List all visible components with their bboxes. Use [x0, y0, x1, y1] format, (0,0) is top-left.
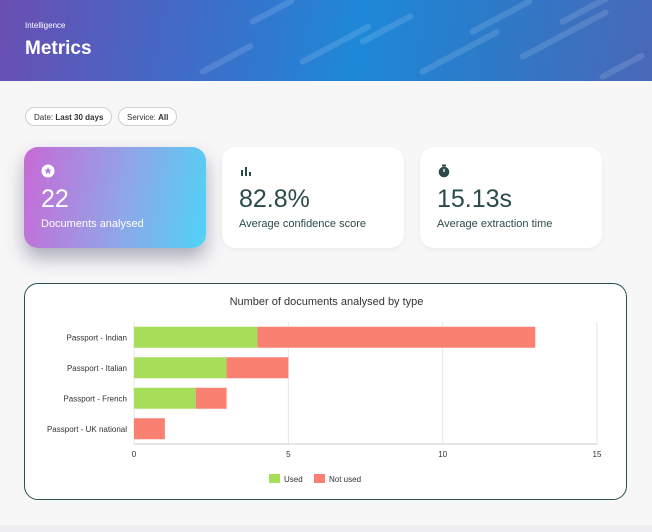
stat-label: Average confidence score: [239, 218, 366, 230]
bar-chart-icon: [241, 167, 251, 176]
stopwatch-icon: [438, 164, 450, 178]
service-filter-label: Service:: [127, 113, 156, 122]
category-label: Passport - Italian: [67, 364, 127, 373]
service-filter-value: All: [158, 113, 169, 122]
page-header: Intelligence Metrics: [0, 0, 652, 81]
legend-label: Used: [284, 475, 303, 484]
bar-used: [134, 387, 196, 409]
x-tick-label: 15: [593, 450, 602, 459]
section-eyebrow: Intelligence: [25, 21, 66, 30]
bar-not-used: [257, 326, 536, 348]
bar-used: [134, 357, 227, 379]
star-circle-icon: [41, 164, 55, 178]
documents-by-type-chart: Number of documents analysed by type 0 5 1…: [24, 283, 627, 500]
category-label: Passport - UK national: [47, 425, 127, 434]
category-label: Passport - French: [63, 394, 127, 403]
date-filter-label: Date:: [34, 113, 54, 122]
x-tick-label: 0: [132, 450, 137, 459]
bar-used: [134, 326, 258, 348]
legend-label: Not used: [329, 475, 361, 484]
stat-card-confidence: 82.8% Average confidence score: [222, 147, 404, 248]
bar-not-used: [195, 387, 227, 409]
x-tick-label: 5: [286, 450, 291, 459]
stat-card-documents: 22 Documents analysed: [24, 147, 206, 248]
stat-value: 82.8%: [239, 185, 310, 213]
legend-swatch: [269, 474, 280, 483]
stat-label: Documents analysed: [41, 218, 144, 230]
stat-value: 15.13s: [437, 185, 513, 213]
date-filter[interactable]: Date: Last 30 days: [25, 107, 113, 126]
bar-not-used: [226, 357, 289, 379]
service-filter[interactable]: Service: All: [118, 107, 178, 126]
date-filter-value: Last 30 days: [55, 113, 104, 122]
chart-title: Number of documents analysed by type: [229, 296, 424, 308]
page-title: Metrics: [25, 38, 92, 59]
stat-card-extraction-time: 15.13s Average extraction time: [420, 147, 602, 248]
stat-value: 22: [41, 185, 69, 213]
bar-not-used: [134, 418, 165, 440]
stat-label: Average extraction time: [437, 218, 553, 230]
chart-plot: 0 5 10 15 Passport - Indian Passport - Italia…: [47, 322, 602, 484]
category-label: Passport - Indian: [67, 333, 127, 342]
legend-swatch: [314, 474, 325, 483]
page-footer-strip: [0, 525, 652, 532]
x-tick-label: 10: [438, 450, 447, 459]
